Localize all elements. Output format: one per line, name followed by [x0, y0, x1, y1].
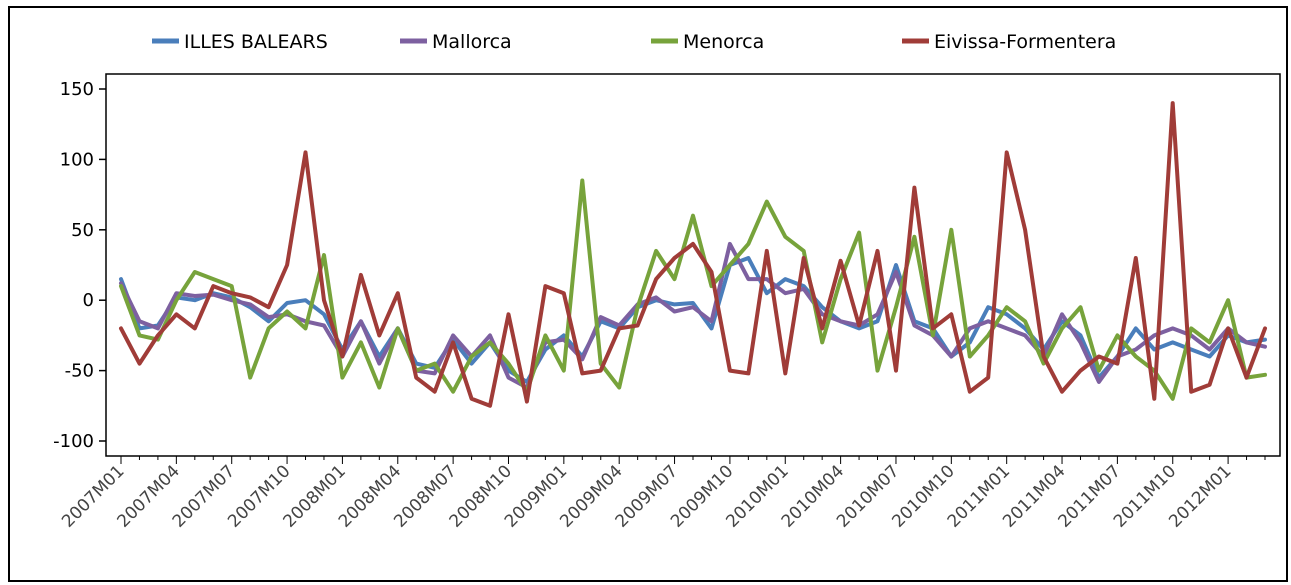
y-axis: -100 -50 0 50 100 150 — [53, 79, 106, 452]
x-axis: 2007M012007M042007M072007M102008M012008M… — [58, 456, 1266, 532]
legend-item-mallorca: Mallorca — [400, 31, 512, 53]
legend-item-eivissa-formentera: Eivissa-Formentera — [902, 31, 1116, 53]
legend-label: Eivissa-Formentera — [934, 31, 1116, 53]
series-line-menorca — [119, 178, 1267, 401]
y-tick-label: 0 — [83, 290, 94, 311]
plot-border — [105, 73, 1281, 457]
legend-item-menorca: Menorca — [651, 31, 764, 53]
series-line-mallorca — [119, 241, 1267, 390]
y-tick-label: 150 — [60, 79, 94, 100]
plot-area: -100 -50 0 50 100 150 2007M012007M042007M0720… — [53, 73, 1281, 532]
series-lines — [119, 101, 1267, 408]
y-tick-label: -100 — [53, 431, 94, 452]
legend: ILLES BALEARS Mallorca Menorca Eivissa-Form… — [152, 31, 1116, 53]
series-line-illes-balears — [119, 256, 1267, 384]
y-tick-label: -50 — [65, 361, 94, 382]
y-tick-label: 50 — [71, 220, 94, 241]
legend-label: ILLES BALEARS — [184, 31, 328, 53]
legend-label: Menorca — [683, 31, 764, 53]
legend-label: Mallorca — [432, 31, 512, 53]
series-line-eivissa-formentera — [119, 101, 1267, 408]
y-tick-label: 100 — [60, 149, 94, 170]
legend-item-illes-balears: ILLES BALEARS — [152, 31, 328, 53]
